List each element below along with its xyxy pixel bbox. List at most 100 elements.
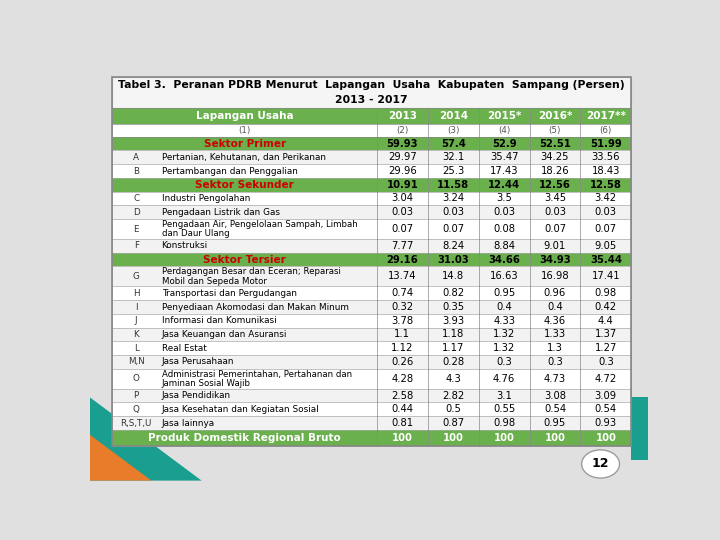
Text: 2014: 2014 xyxy=(438,111,468,122)
Text: 3.45: 3.45 xyxy=(544,193,566,204)
Text: 51.99: 51.99 xyxy=(590,139,621,148)
Text: Pertanian, Kehutanan, dan Perikanan: Pertanian, Kehutanan, dan Perikanan xyxy=(161,153,325,162)
Bar xyxy=(112,164,631,178)
Text: 0.95: 0.95 xyxy=(544,418,566,428)
Bar xyxy=(631,397,648,460)
Text: 2015*: 2015* xyxy=(487,111,521,122)
Text: 29.96: 29.96 xyxy=(388,166,417,176)
Text: 34.66: 34.66 xyxy=(488,254,520,265)
Text: Pertambangan dan Penggalian: Pertambangan dan Penggalian xyxy=(161,166,297,176)
Text: Transportasi dan Pergudangan: Transportasi dan Pergudangan xyxy=(161,289,297,298)
Text: 0.81: 0.81 xyxy=(391,418,413,428)
Polygon shape xyxy=(90,435,151,481)
Text: (2): (2) xyxy=(396,126,408,135)
Bar xyxy=(112,314,631,328)
Text: 1.32: 1.32 xyxy=(493,329,516,340)
Text: 8.84: 8.84 xyxy=(493,241,515,251)
Text: 4.76: 4.76 xyxy=(493,374,516,384)
Text: 8.24: 8.24 xyxy=(442,241,464,251)
Text: O: O xyxy=(132,374,140,383)
Text: 1.18: 1.18 xyxy=(442,329,464,340)
Text: 1.27: 1.27 xyxy=(595,343,617,353)
Text: 31.03: 31.03 xyxy=(437,254,469,265)
Text: Produk Domestik Regional Bruto: Produk Domestik Regional Bruto xyxy=(148,433,341,443)
Text: 16.63: 16.63 xyxy=(490,272,518,281)
Text: 0.4: 0.4 xyxy=(547,302,563,312)
Text: 57.4: 57.4 xyxy=(441,139,466,148)
Text: 18.26: 18.26 xyxy=(541,166,570,176)
Bar xyxy=(112,137,631,151)
Text: 1.32: 1.32 xyxy=(493,343,516,353)
Circle shape xyxy=(582,450,619,478)
Bar xyxy=(112,430,631,446)
Text: D: D xyxy=(132,208,140,217)
Text: Industri Pengolahan: Industri Pengolahan xyxy=(161,194,250,203)
Text: 0.87: 0.87 xyxy=(442,418,464,428)
Text: B: B xyxy=(133,166,139,176)
Text: 100: 100 xyxy=(494,433,515,443)
Text: Jasa lainnya: Jasa lainnya xyxy=(161,418,215,428)
Text: 34.25: 34.25 xyxy=(541,152,570,163)
Text: 100: 100 xyxy=(392,433,413,443)
Text: A: A xyxy=(133,153,139,162)
Text: 0.74: 0.74 xyxy=(391,288,413,298)
Text: 3.93: 3.93 xyxy=(442,316,464,326)
Bar xyxy=(112,328,631,341)
Text: 0.35: 0.35 xyxy=(442,302,464,312)
Text: 0.07: 0.07 xyxy=(544,224,566,234)
Text: 0.3: 0.3 xyxy=(598,357,613,367)
Text: 0.55: 0.55 xyxy=(493,404,516,414)
Text: 4.4: 4.4 xyxy=(598,316,613,326)
Text: 0.08: 0.08 xyxy=(493,224,515,234)
Bar xyxy=(112,77,631,446)
Text: 1.1: 1.1 xyxy=(395,329,410,340)
Text: (3): (3) xyxy=(447,126,459,135)
Text: Administrasi Pemerintahan, Pertahanan dan: Administrasi Pemerintahan, Pertahanan da… xyxy=(161,370,352,379)
Text: 4.36: 4.36 xyxy=(544,316,566,326)
Text: Jaminan Sosial Wajib: Jaminan Sosial Wajib xyxy=(161,379,251,388)
Text: 12.56: 12.56 xyxy=(539,180,571,190)
Text: 33.56: 33.56 xyxy=(592,152,620,163)
Text: 52.9: 52.9 xyxy=(492,139,516,148)
Bar xyxy=(112,178,631,192)
Text: 0.07: 0.07 xyxy=(442,224,464,234)
Bar xyxy=(112,124,631,137)
Bar xyxy=(112,219,631,239)
Text: Tabel 3.  Peranan PDRB Menurut  Lapangan  Usaha  Kabupaten  Sampang (Persen)
201: Tabel 3. Peranan PDRB Menurut Lapangan U… xyxy=(119,80,625,105)
Text: Q: Q xyxy=(132,405,140,414)
Bar xyxy=(112,286,631,300)
Text: 52.51: 52.51 xyxy=(539,139,571,148)
Text: 2016*: 2016* xyxy=(538,111,572,122)
Text: G: G xyxy=(132,272,140,281)
Text: Konstruksi: Konstruksi xyxy=(161,241,208,251)
Text: 1.33: 1.33 xyxy=(544,329,566,340)
Text: 0.5: 0.5 xyxy=(445,404,461,414)
Text: Lapangan Usaha: Lapangan Usaha xyxy=(196,111,294,122)
Text: 13.74: 13.74 xyxy=(388,272,417,281)
Text: 3.78: 3.78 xyxy=(391,316,413,326)
Bar xyxy=(112,192,631,205)
Bar xyxy=(112,205,631,219)
Text: 0.98: 0.98 xyxy=(595,288,617,298)
Text: Mobil dan Sepeda Motor: Mobil dan Sepeda Motor xyxy=(161,276,266,286)
Text: Sektor Tersier: Sektor Tersier xyxy=(203,254,286,265)
Text: 0.03: 0.03 xyxy=(544,207,566,217)
Text: Jasa Perusahaan: Jasa Perusahaan xyxy=(161,357,234,366)
Text: C: C xyxy=(133,194,139,203)
Text: 59.93: 59.93 xyxy=(387,139,418,148)
Text: 100: 100 xyxy=(595,433,616,443)
Text: 0.07: 0.07 xyxy=(391,224,413,234)
Text: 0.42: 0.42 xyxy=(595,302,617,312)
Bar xyxy=(112,402,631,416)
Text: 0.4: 0.4 xyxy=(496,302,512,312)
Text: (1): (1) xyxy=(238,126,251,135)
Text: 0.03: 0.03 xyxy=(442,207,464,217)
Text: (5): (5) xyxy=(549,126,561,135)
Text: 1.37: 1.37 xyxy=(595,329,617,340)
Text: 3.09: 3.09 xyxy=(595,390,617,401)
Text: 1.17: 1.17 xyxy=(442,343,464,353)
Text: Pengadaan Air, Pengelolaan Sampah, Limbah: Pengadaan Air, Pengelolaan Sampah, Limba… xyxy=(161,220,357,229)
Text: 16.98: 16.98 xyxy=(541,272,570,281)
Text: 4.3: 4.3 xyxy=(445,374,461,384)
Text: dan Daur Ulang: dan Daur Ulang xyxy=(161,229,229,238)
